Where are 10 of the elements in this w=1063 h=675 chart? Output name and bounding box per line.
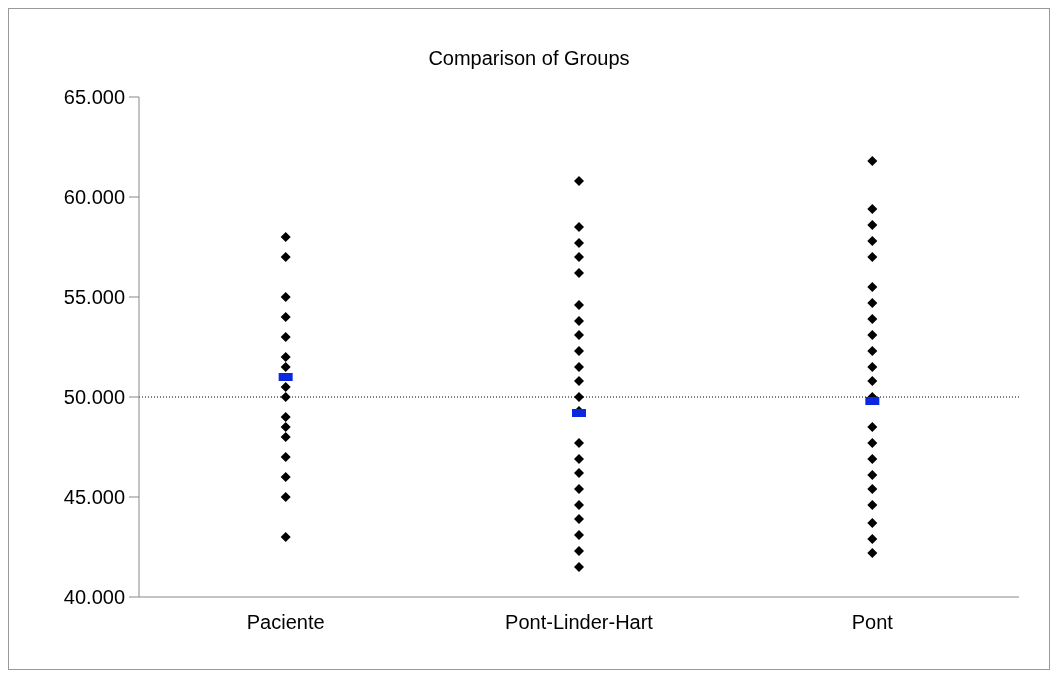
x-tick-label: Pont-Linder-Hart: [505, 611, 654, 634]
y-tick-label: 65.000: [63, 86, 125, 109]
y-tick-label: 55.000: [63, 286, 125, 309]
y-tick-label: 45.000: [63, 486, 125, 509]
chart-title: Comparison of Groups: [427, 47, 631, 71]
x-tick-label: Paciente: [246, 611, 325, 634]
y-tick-label: 60.000: [63, 186, 125, 209]
y-tick-label: 50.000: [63, 386, 125, 409]
x-tick-label: Pont: [851, 611, 894, 634]
y-tick-label: 40.000: [63, 586, 125, 609]
